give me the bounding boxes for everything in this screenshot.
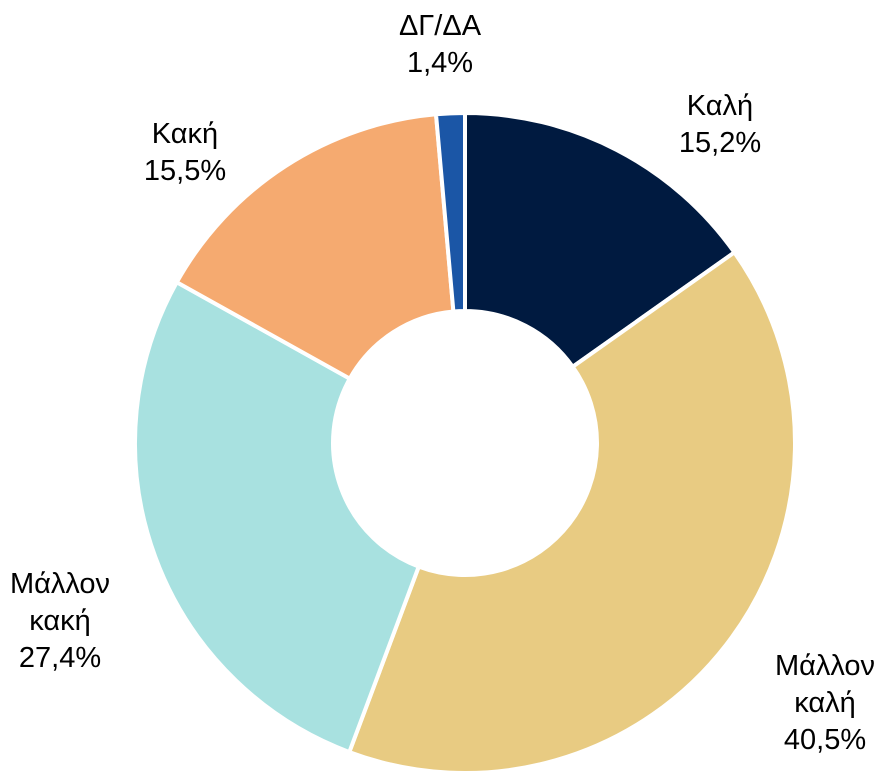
slice-label: Μάλλον κακή 27,4%: [0, 566, 130, 677]
value-label: 15,2%: [678, 127, 762, 159]
category-label: ΔΓ/ΔΑ: [398, 10, 482, 42]
slice: [433, 110, 467, 314]
category-label: Μάλλον κακή: [9, 568, 111, 637]
category-label: Μάλλον καλή: [774, 650, 876, 719]
value-label: 15,5%: [143, 155, 227, 187]
value-label: 40,5%: [783, 724, 867, 756]
slice-label: ΔΓ/ΔΑ 1,4%: [380, 8, 500, 82]
category-label: Καλή: [686, 90, 754, 122]
slice: [463, 110, 738, 370]
slice: [133, 279, 422, 755]
slice-label: Καλή 15,2%: [675, 88, 765, 162]
slice: [174, 112, 456, 382]
value-label: 27,4%: [18, 642, 102, 674]
category-label: Κακή: [151, 118, 219, 150]
value-label: 1,4%: [406, 47, 474, 79]
slice-label: Κακή 15,5%: [140, 116, 230, 190]
slice-label: Μάλλον καλή 40,5%: [755, 648, 887, 759]
